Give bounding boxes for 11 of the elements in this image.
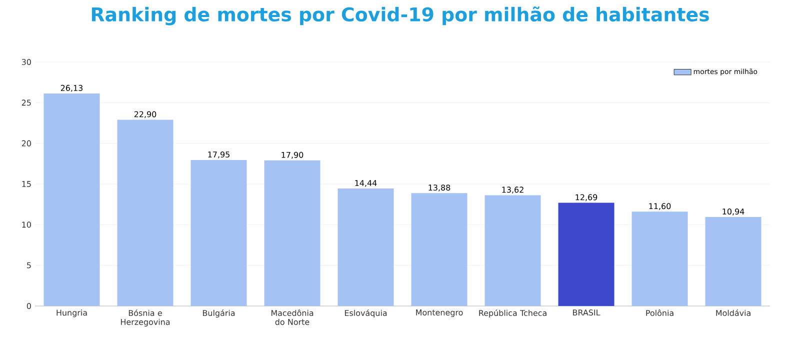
bar (632, 212, 688, 306)
bar (484, 195, 541, 306)
bar (44, 93, 100, 306)
bar (558, 202, 614, 306)
bar (264, 160, 320, 306)
chart-title: Ranking de mortes por Covid-19 por milhão de habitantes (92, 6, 709, 26)
bar (705, 217, 762, 306)
bar (190, 160, 247, 306)
bar (117, 120, 174, 306)
bar (411, 193, 468, 306)
bar (338, 188, 394, 306)
